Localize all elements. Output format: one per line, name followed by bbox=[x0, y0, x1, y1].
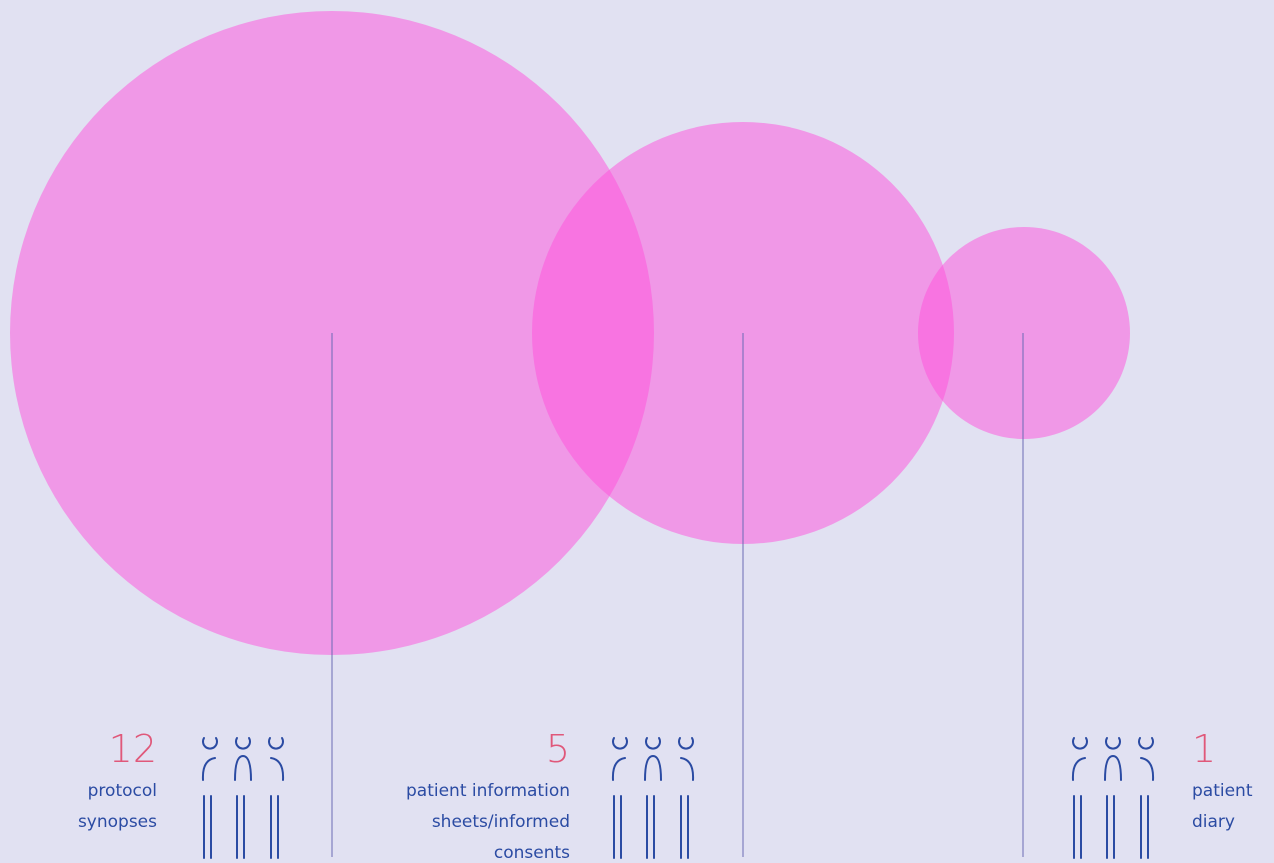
labels: 12 protocol synopses 5 patient information sh… bbox=[78, 727, 1253, 863]
item-label: patient bbox=[1192, 781, 1253, 801]
item-label: synopses bbox=[78, 812, 157, 832]
bubbles bbox=[10, 11, 1130, 655]
item-value: 5 bbox=[546, 727, 570, 771]
item-label: sheets/informed bbox=[432, 812, 570, 832]
item-label: protocol bbox=[88, 781, 157, 801]
people-icon bbox=[201, 737, 285, 859]
item-label: diary bbox=[1192, 812, 1235, 832]
people-icon bbox=[611, 737, 695, 859]
item-value: 1 bbox=[1192, 727, 1216, 771]
item-label: consents bbox=[494, 843, 570, 863]
people-icon bbox=[1071, 737, 1155, 859]
item-label: patient information bbox=[406, 781, 570, 801]
bubble bbox=[918, 227, 1130, 439]
item-value: 12 bbox=[109, 727, 157, 771]
